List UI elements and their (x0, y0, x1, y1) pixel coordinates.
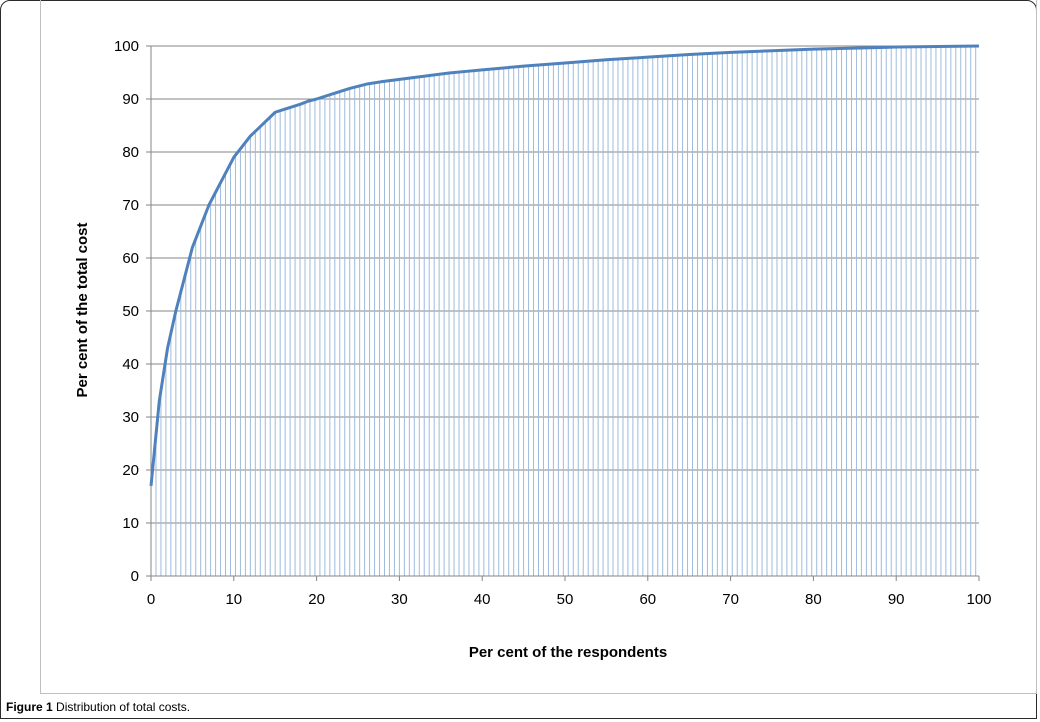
x-tick-label: 100 (966, 591, 991, 608)
figure-caption-text: Distribution of total costs. (56, 700, 191, 714)
x-tick-label: 30 (391, 591, 408, 608)
y-tick-label: 100 (114, 38, 139, 55)
x-tick-label: 0 (147, 591, 155, 608)
y-tick-label: 20 (122, 462, 139, 479)
x-tick-label: 70 (722, 591, 739, 608)
y-tick-label: 10 (122, 515, 139, 532)
x-tick-label: 90 (888, 591, 905, 608)
grid-lines (151, 45, 979, 524)
chart-svg: 0 10 20 30 40 50 60 70 80 90 100 0 10 20 30 40 50 60 70 80 9… (74, 38, 992, 661)
x-tick-label: 50 (557, 591, 574, 608)
y-tick-label: 40 (122, 356, 139, 373)
y-tick-label: 90 (122, 91, 139, 108)
y-tick-label: 70 (122, 197, 139, 214)
x-tick-label: 20 (308, 591, 325, 608)
drop-lines (150, 46, 977, 576)
y-tick-label: 60 (122, 250, 139, 267)
x-axis-title: Per cent of the respondents (469, 644, 667, 661)
y-tick-label: 30 (122, 409, 139, 426)
figure-caption: Figure 1 Distribution of total costs. (6, 700, 190, 714)
y-tick-label: 50 (122, 303, 139, 320)
y-tick-label: 0 (131, 568, 139, 585)
x-tick-label: 80 (805, 591, 822, 608)
figure-label: Figure 1 (6, 700, 53, 714)
tick-labels: 0 10 20 30 40 50 60 70 80 90 100 0 10 20 30 40 50 60 70 80 9… (114, 38, 992, 608)
axes (146, 45, 980, 581)
x-tick-label: 40 (474, 591, 491, 608)
data-series (149, 44, 980, 487)
x-tick-label: 10 (225, 591, 242, 608)
y-axis-title: Per cent of the total cost (74, 222, 91, 397)
chart-area: 0 10 20 30 40 50 60 70 80 90 100 0 10 20 30 40 50 60 70 80 9… (40, 0, 1037, 694)
y-tick-label: 80 (122, 144, 139, 161)
x-tick-label: 60 (639, 591, 656, 608)
